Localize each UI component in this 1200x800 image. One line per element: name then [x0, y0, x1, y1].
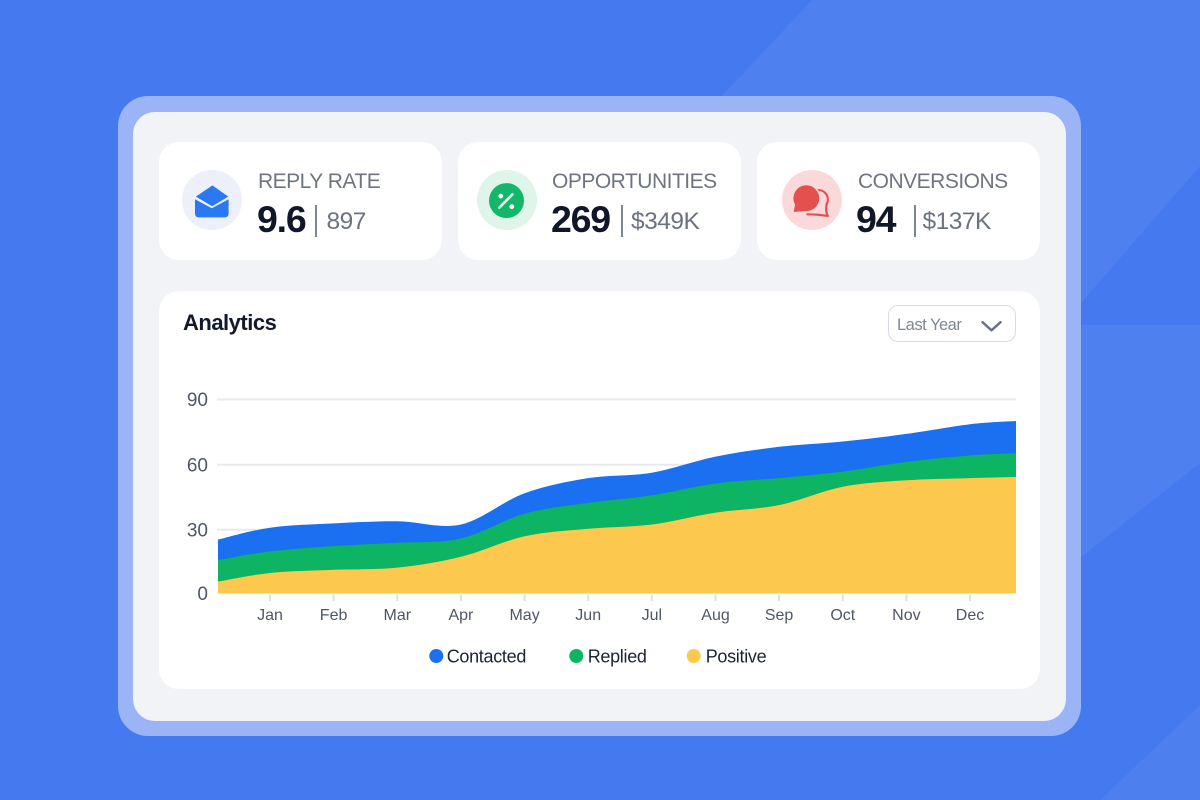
svg-text:Oct: Oct: [830, 607, 855, 624]
svg-text:60: 60: [187, 455, 208, 476]
svg-text:Jan: Jan: [257, 607, 283, 624]
svg-text:Contacted: Contacted: [447, 646, 526, 666]
svg-text:Dec: Dec: [956, 607, 984, 624]
svg-text:Feb: Feb: [320, 607, 348, 624]
svg-text:Apr: Apr: [448, 607, 474, 624]
svg-text:30: 30: [187, 520, 208, 541]
svg-text:Aug: Aug: [701, 607, 729, 624]
svg-text:Mar: Mar: [384, 607, 412, 624]
svg-text:Replied: Replied: [588, 646, 647, 666]
svg-text:0: 0: [197, 584, 208, 605]
svg-text:90: 90: [187, 390, 208, 411]
svg-text:May: May: [509, 607, 539, 624]
svg-text:Positive: Positive: [706, 646, 767, 666]
svg-text:Jul: Jul: [642, 607, 662, 624]
svg-text:Nov: Nov: [892, 607, 920, 624]
svg-text:Jun: Jun: [575, 607, 601, 624]
svg-text:Sep: Sep: [765, 607, 794, 624]
